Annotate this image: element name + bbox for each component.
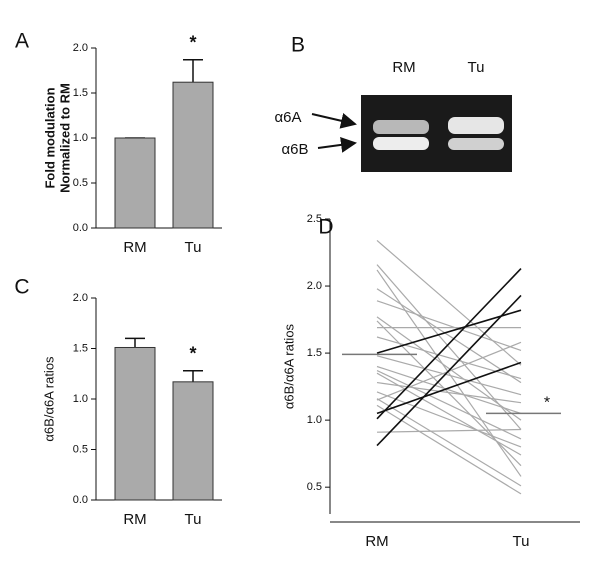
x-tick-label: RM: [365, 533, 388, 550]
y-axis-label: α6B/α6A ratios: [281, 323, 296, 409]
pair-line: [376, 316, 522, 421]
pair-line: [376, 398, 522, 487]
y-tick-label: 1.0: [307, 414, 322, 426]
y-axis-label: Normalized to RM: [57, 83, 72, 193]
y-tick-label: 1.5: [73, 342, 88, 354]
panel-label: C: [14, 276, 29, 299]
pair-line: [376, 268, 522, 420]
pair-line: [376, 391, 522, 448]
y-tick-label: 1.5: [307, 347, 322, 359]
bar: [114, 346, 156, 501]
x-tick-label: Tu: [185, 511, 202, 528]
y-tick-label: 2.5: [307, 213, 322, 225]
y-tick-label: 1.5: [73, 87, 88, 99]
pair-line: [376, 294, 522, 447]
y-axis-label: α6B/α6A ratios: [41, 356, 56, 442]
annotation: *: [189, 32, 196, 52]
pair-line: [376, 361, 522, 415]
pair-line: [376, 365, 522, 415]
x-tick-label: Tu: [185, 239, 202, 256]
bar: [172, 81, 214, 229]
y-tick-label: 0.5: [73, 443, 88, 455]
arrow: [311, 113, 357, 129]
band-label: α6A: [274, 109, 301, 126]
x-tick-label: RM: [123, 511, 146, 528]
y-tick-label: 0.5: [307, 481, 322, 493]
y-tick-label: 2.0: [73, 292, 88, 304]
pair-line: [376, 355, 522, 396]
pair-line: [376, 372, 522, 456]
y-tick-label: 1.0: [73, 132, 88, 144]
band: [448, 138, 504, 150]
panel-label: B: [291, 34, 305, 57]
pair-line: [376, 309, 522, 354]
pair-line: [376, 300, 522, 351]
panel-label: A: [15, 30, 29, 53]
pair-line: [376, 288, 522, 384]
y-tick-label: 1.0: [73, 393, 88, 405]
band: [373, 120, 429, 134]
annotation: *: [544, 395, 550, 412]
y-tick-label: 2.0: [73, 42, 88, 54]
bar: [172, 381, 214, 501]
lane-label: Tu: [468, 59, 485, 76]
pair-line: [376, 264, 522, 430]
lane-label: RM: [392, 59, 415, 76]
gel-panel: B RM Tu α6A α6B: [274, 34, 512, 172]
band: [373, 137, 429, 150]
y-axis-label: Fold modulation: [42, 87, 57, 188]
pair-line: [376, 404, 522, 495]
band-label: α6B: [281, 141, 308, 158]
pair-line: [376, 428, 522, 433]
y-tick-label: 0.0: [73, 222, 88, 234]
pair-line: [376, 369, 522, 440]
arrow: [317, 136, 357, 153]
band: [448, 117, 504, 134]
bar: [114, 137, 156, 229]
y-tick-label: 2.0: [307, 280, 322, 292]
annotation: *: [189, 343, 196, 363]
x-tick-label: RM: [123, 239, 146, 256]
pair-line: [376, 381, 522, 404]
x-tick-label: Tu: [513, 533, 530, 550]
y-tick-label: 0.5: [73, 177, 88, 189]
pair-line: [376, 240, 522, 366]
y-tick-label: 0.0: [73, 494, 88, 506]
